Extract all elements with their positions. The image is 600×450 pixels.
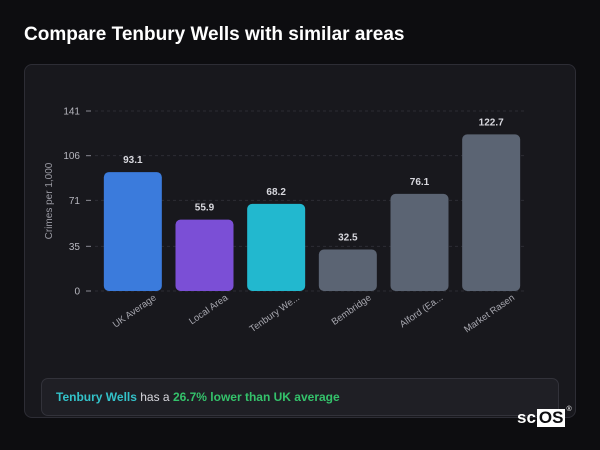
x-category-label: Local Area	[187, 292, 231, 327]
y-tick-label: 141	[63, 107, 80, 118]
x-category-label: UK Average	[111, 292, 159, 330]
summary-difference: 26.7% lower than UK average	[172, 390, 340, 404]
summary-place: Tenbury Wells	[56, 390, 137, 404]
bar	[103, 172, 162, 291]
bar	[318, 249, 377, 291]
y-tick-label: 0	[74, 287, 80, 298]
y-tick-label: 71	[69, 196, 81, 207]
bar-value-label: 93.1	[123, 155, 143, 166]
page-title: Compare Tenbury Wells with similar areas	[24, 24, 405, 45]
bar	[247, 203, 306, 291]
comparison-summary: Tenbury Wells has a 26.7% lower than UK …	[41, 378, 559, 416]
x-category-label: Alford (Ea...	[398, 292, 445, 330]
x-category-label: Market Rasen	[462, 292, 517, 335]
summary-text: has a	[136, 390, 173, 404]
registered-mark: ®	[566, 406, 572, 413]
x-category-label: Tenbury We...	[248, 292, 302, 335]
bar-value-label: 55.9	[195, 203, 215, 214]
bar	[175, 219, 234, 291]
bar-value-label: 122.7	[479, 117, 504, 128]
y-tick-label: 35	[69, 242, 81, 253]
logo-prefix: sc	[517, 408, 536, 427]
bar-value-label: 68.2	[266, 187, 286, 198]
bar	[390, 193, 449, 291]
y-axis-label: Crimes per 1,000	[44, 162, 55, 239]
logo-boxed: OS	[536, 408, 566, 427]
y-tick-label: 106	[63, 151, 80, 162]
bar	[462, 134, 521, 291]
bar-value-label: 76.1	[410, 177, 430, 188]
bar-value-label: 32.5	[338, 233, 358, 244]
bar-chart: Crimes per 1,000 0 35 71 106 141 93.1 UK Averag…	[44, 107, 525, 335]
chart-card: Crimes per 1,000 0 35 71 106 141 93.1 UK Averag…	[24, 64, 576, 418]
x-category-label: Bembridge	[330, 292, 374, 327]
scos-logo: sc OS ®	[517, 406, 572, 428]
